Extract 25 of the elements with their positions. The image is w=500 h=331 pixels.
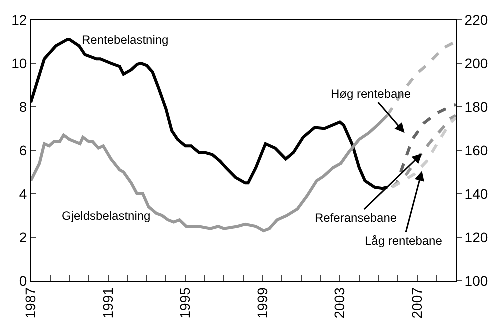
text: Låg rentebane xyxy=(365,234,443,248)
y2-tick-label: 100 xyxy=(464,272,488,289)
x-tick-label: 2007 xyxy=(408,287,425,319)
text: Referansebane xyxy=(315,211,398,225)
x-tick-label: 1995 xyxy=(177,287,194,319)
x-tick-label: 2003 xyxy=(332,287,348,319)
x-tick-label: 1987 xyxy=(22,287,39,319)
y-tick-label: 8 xyxy=(19,98,28,115)
text: Høg rentebane xyxy=(331,87,412,101)
x-tick-label: 1991 xyxy=(100,287,116,319)
series-label: Gjeldsbelastning xyxy=(62,209,151,223)
y2-tick-label: 140 xyxy=(464,186,488,202)
y-tick-label: 12 xyxy=(12,12,28,28)
y2-tick-label: 180 xyxy=(464,98,488,115)
y-tick-label: 0 xyxy=(19,272,28,289)
x-tick-label: 1999 xyxy=(254,287,270,319)
y2-tick-label: 220 xyxy=(464,12,488,28)
y-tick-label: 4 xyxy=(19,186,28,202)
y-tick-label: 10 xyxy=(12,55,28,72)
y2-tick-label: 200 xyxy=(464,55,488,72)
series-label: Rentebelastning xyxy=(82,33,169,47)
y-tick-label: 2 xyxy=(19,229,28,246)
y2-tick-label: 120 xyxy=(464,229,488,246)
y2-tick-label: 160 xyxy=(464,142,488,158)
y-tick-label: 6 xyxy=(19,142,28,158)
